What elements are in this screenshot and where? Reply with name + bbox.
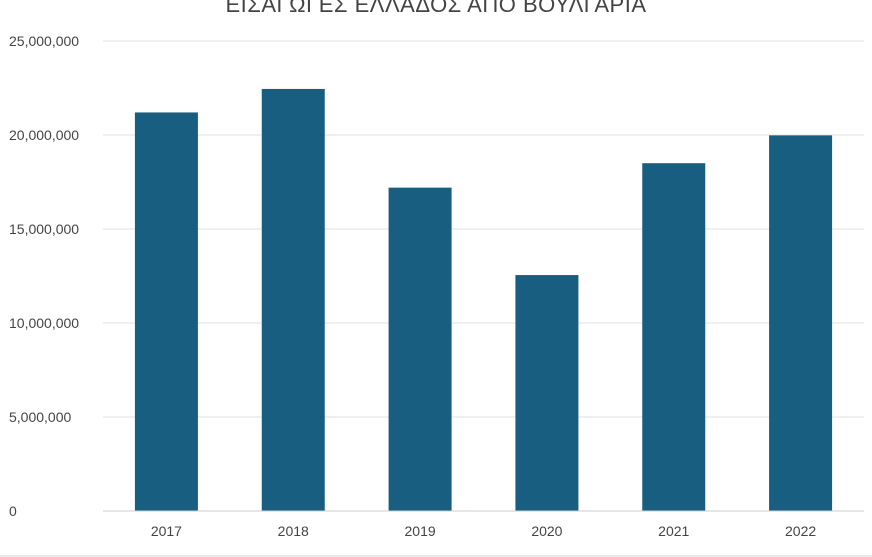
x-axis-ticks: 2017 2018 2019 2020 2021 2022 bbox=[151, 523, 817, 539]
bar-2020 bbox=[515, 275, 579, 511]
bar-2022 bbox=[769, 135, 833, 511]
y-tick-label: 20,000,000 bbox=[9, 127, 79, 143]
bar-2017 bbox=[134, 112, 198, 511]
y-axis-ticks: 0 5,000,000 10,000,000 15,000,000 20,000,000… bbox=[9, 33, 79, 519]
y-tick-label: 25,000,000 bbox=[9, 33, 79, 49]
x-tick-label: 2017 bbox=[151, 523, 182, 539]
y-tick-label: 5,000,000 bbox=[9, 409, 71, 425]
x-tick-label: 2019 bbox=[405, 523, 436, 539]
y-tick-label: 0 bbox=[9, 503, 17, 519]
x-tick-label: 2022 bbox=[785, 523, 816, 539]
y-tick-label: 10,000,000 bbox=[9, 315, 79, 331]
bottom-divider bbox=[0, 555, 872, 557]
x-tick-label: 2021 bbox=[658, 523, 689, 539]
bar-2018 bbox=[261, 88, 325, 511]
bars bbox=[134, 88, 833, 511]
x-tick-label: 2018 bbox=[278, 523, 309, 539]
bar-2019 bbox=[388, 187, 452, 511]
x-tick-label: 2020 bbox=[531, 523, 562, 539]
y-tick-label: 15,000,000 bbox=[9, 221, 79, 237]
bar-2021 bbox=[642, 163, 706, 511]
grid-lines bbox=[103, 40, 864, 418]
chart-title: ΕΙΣΑΓΩΓΕΣ ΕΛΛΑΔΟΣ ΑΠΟ ΒΟΥΛΓΑΡΙΑ bbox=[225, 0, 647, 17]
